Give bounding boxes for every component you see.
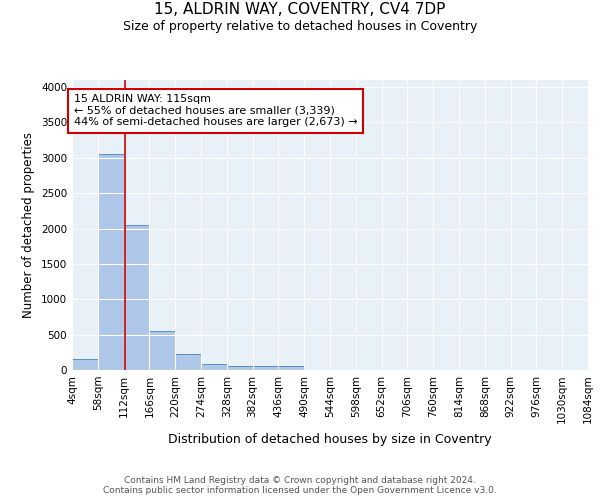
Bar	[124, 225, 149, 370]
Text: Size of property relative to detached houses in Coventry: Size of property relative to detached ho…	[123, 20, 477, 33]
Text: 15 ALDRIN WAY: 115sqm
← 55% of detached houses are smaller (3,339)
44% of semi-d: 15 ALDRIN WAY: 115sqm ← 55% of detached …	[74, 94, 358, 128]
Bar	[175, 354, 201, 370]
Text: 15, ALDRIN WAY, COVENTRY, CV4 7DP: 15, ALDRIN WAY, COVENTRY, CV4 7DP	[154, 2, 446, 18]
Bar	[201, 364, 227, 370]
Bar	[227, 366, 253, 370]
Text: Distribution of detached houses by size in Coventry: Distribution of detached houses by size …	[168, 432, 492, 446]
Bar	[253, 366, 278, 370]
Y-axis label: Number of detached properties: Number of detached properties	[22, 132, 35, 318]
Bar	[149, 331, 175, 370]
Bar	[278, 366, 304, 370]
Text: Contains HM Land Registry data © Crown copyright and database right 2024.
Contai: Contains HM Land Registry data © Crown c…	[103, 476, 497, 495]
Bar	[98, 154, 124, 370]
Bar	[72, 360, 98, 370]
